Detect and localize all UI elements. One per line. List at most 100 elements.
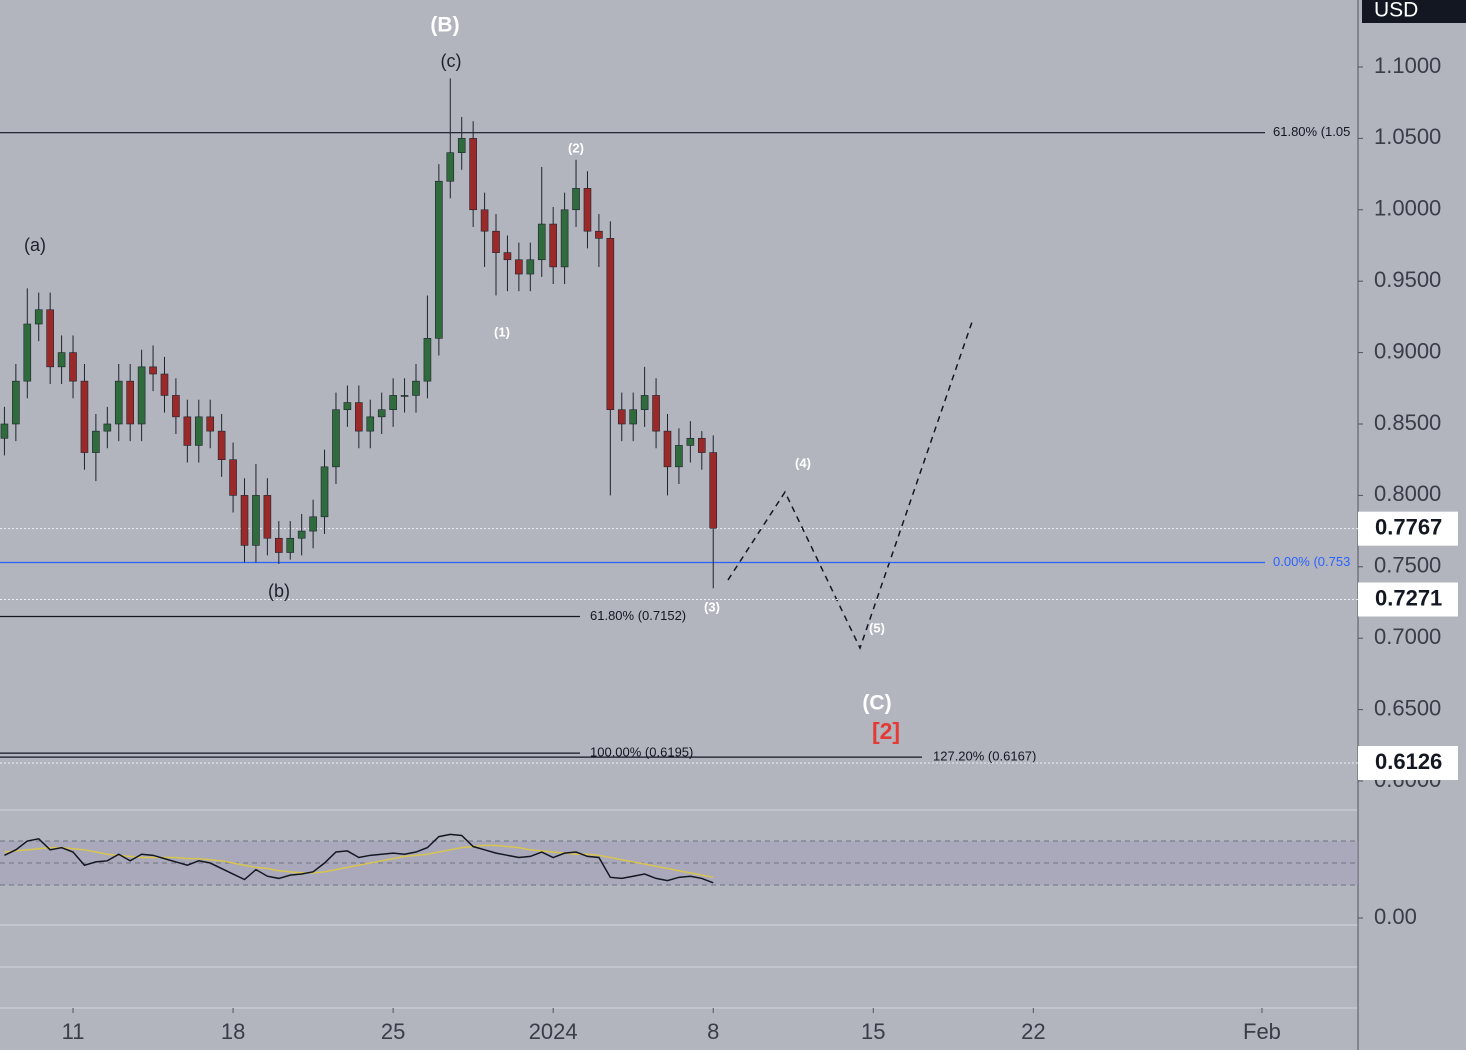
- wave-label: (5): [869, 620, 885, 635]
- y-tick-label: 1.0500: [1374, 124, 1441, 149]
- wave-label: (1): [494, 324, 510, 339]
- candle-body: [537, 223, 546, 261]
- x-tick-label: 25: [381, 1019, 405, 1044]
- indicator-tick-label: 0.00: [1374, 904, 1417, 929]
- candle-body: [583, 188, 592, 232]
- candle-body: [34, 309, 43, 325]
- price-marker-box: [1358, 582, 1458, 617]
- candle-body: [675, 445, 683, 468]
- candle-body: [515, 259, 523, 275]
- candle-body: [309, 516, 317, 532]
- y-tick-label: 0.7000: [1374, 624, 1441, 649]
- candle-body: [46, 309, 54, 368]
- candle-body: [172, 395, 180, 418]
- candle-body: [709, 452, 718, 529]
- candle-body: [217, 430, 226, 460]
- x-tick-label: 15: [861, 1019, 885, 1044]
- candle-body: [412, 380, 420, 396]
- candle-body: [252, 495, 260, 546]
- candle-body: [286, 537, 295, 553]
- price-marker-label: 0.7767: [1375, 514, 1442, 539]
- candle-body: [423, 338, 432, 382]
- candle-body: [366, 416, 375, 432]
- candle-body: [275, 537, 283, 553]
- candle-body: [686, 437, 695, 446]
- y-tick-label: 0.8500: [1374, 410, 1441, 435]
- x-tick-label: 22: [1021, 1019, 1045, 1044]
- y-tick-label: 1.0000: [1374, 196, 1441, 221]
- candle-body: [377, 409, 386, 418]
- y-tick-label: 0.9000: [1374, 338, 1441, 363]
- candle-body: [149, 366, 157, 375]
- candle-body: [12, 380, 20, 425]
- candle-body: [126, 380, 134, 425]
- x-tick-label: 2024: [529, 1019, 578, 1044]
- wave-label: (C): [862, 692, 891, 715]
- candle-body: [206, 416, 215, 432]
- x-tick-label: 18: [221, 1019, 245, 1044]
- candle-body: [457, 138, 466, 153]
- wave-label: (3): [704, 599, 720, 614]
- candle-body: [194, 416, 203, 446]
- x-tick-label: 8: [707, 1019, 719, 1044]
- candle-body: [183, 416, 192, 446]
- candle-body: [0, 423, 9, 439]
- candle-body: [435, 180, 443, 339]
- projection-path: [727, 321, 973, 650]
- fib-label: 61.80% (1.05: [1273, 124, 1350, 139]
- y-tick-label: 0.6500: [1374, 695, 1441, 720]
- candle-body: [137, 366, 146, 425]
- fib-label: 61.80% (0.7152): [590, 608, 686, 623]
- wave-label: (a): [24, 235, 46, 255]
- candle-body: [80, 380, 89, 453]
- candle-body: [595, 230, 603, 239]
- candle-body: [492, 230, 500, 253]
- candle-body: [697, 437, 706, 453]
- candle-body: [606, 238, 615, 411]
- y-tick-label: 0.8000: [1374, 481, 1441, 506]
- candle-body: [549, 223, 557, 268]
- candle-body: [503, 252, 512, 261]
- currency-box: [1362, 0, 1466, 23]
- currency-label: USD: [1374, 0, 1418, 22]
- wave-label: (b): [268, 581, 290, 601]
- fib-label: 100.00% (0.6195): [590, 745, 693, 760]
- wave-label: (2): [568, 140, 584, 155]
- candle-body: [229, 459, 237, 496]
- candle-body: [560, 209, 569, 268]
- candle-body: [663, 430, 672, 468]
- candle-body: [160, 373, 169, 396]
- candle-body: [400, 395, 409, 397]
- x-tick-label: Feb: [1243, 1019, 1281, 1044]
- wave-label: [2]: [872, 718, 900, 744]
- candle-body: [332, 409, 340, 468]
- price-marker-box: [1358, 511, 1458, 546]
- indicator-line: [4, 833, 714, 884]
- wave-label: (c): [441, 51, 462, 71]
- candle-body: [114, 380, 123, 425]
- wave-label: (4): [795, 455, 811, 470]
- candle-body: [92, 430, 100, 453]
- candle-body: [240, 495, 249, 546]
- candle-body: [526, 259, 535, 275]
- candle-body: [640, 395, 649, 411]
- y-tick-label: 0.9500: [1374, 267, 1441, 292]
- y-tick-label: 1.1000: [1374, 53, 1441, 78]
- candle-body: [57, 352, 66, 368]
- fib-label: 0.00% (0.753: [1273, 554, 1350, 569]
- candle-body: [69, 352, 77, 382]
- price-marker-label: 0.6126: [1375, 749, 1442, 774]
- candle-body: [343, 402, 352, 411]
- candle-body: [263, 495, 272, 539]
- candle-body: [629, 409, 637, 425]
- candle-body: [572, 188, 580, 211]
- candle-body: [652, 395, 660, 432]
- price-marker-box: [1358, 746, 1458, 781]
- candle-body: [446, 152, 455, 182]
- wave-label: (B): [430, 14, 459, 37]
- candle-body: [355, 402, 363, 432]
- fib-label: 127.20% (0.6167): [933, 749, 1036, 764]
